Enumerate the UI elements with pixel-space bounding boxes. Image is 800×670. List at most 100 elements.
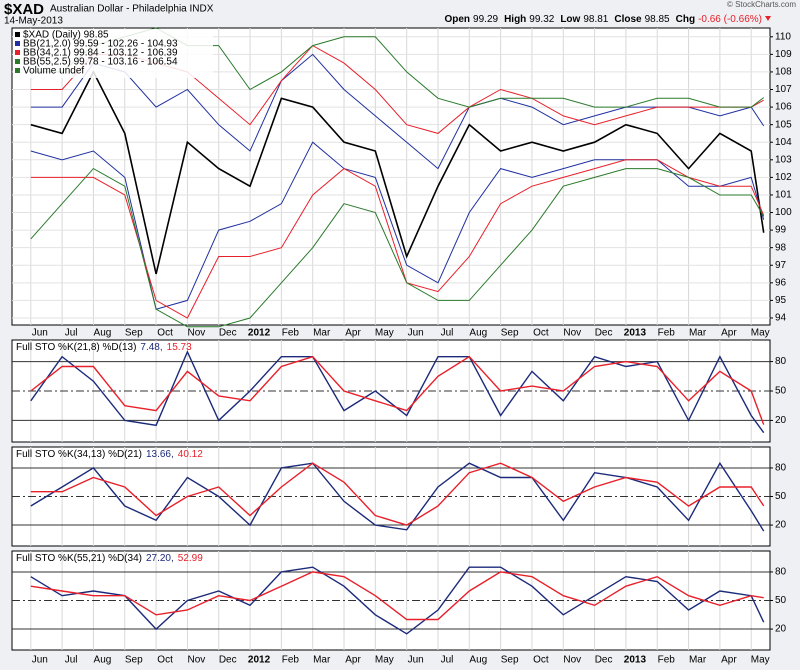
x-tick-label: Mar: [689, 328, 707, 339]
x-tick-label: Aug: [469, 328, 487, 339]
x-tick-label: Apr: [721, 655, 737, 666]
legend-label: BB(21,2.0) 99.59 - 102.26 - 104.93: [23, 39, 178, 50]
symbol: $XAD: [4, 1, 44, 18]
series-line: [30, 566, 765, 635]
quote-value: 98.81: [583, 14, 608, 25]
series-line: [30, 571, 764, 621]
x-tick-label: Jun: [408, 655, 424, 666]
y-tick-label: 96: [775, 277, 787, 288]
y-tick-label: 94: [775, 313, 787, 324]
y-tick-label: 105: [775, 119, 792, 130]
x-tick-label: May: [375, 655, 394, 666]
y-tick-label: 20: [775, 624, 787, 635]
x-tick-label: 2012: [248, 328, 271, 339]
x-tick-label: Jul: [65, 655, 78, 666]
x-tick-label: Oct: [533, 328, 549, 339]
readout: 7.48,: [140, 342, 162, 353]
x-tick-label: 2012: [248, 655, 271, 666]
x-tick-label: Feb: [658, 328, 676, 339]
quote-label: Open: [444, 14, 470, 25]
x-tick-label: Nov: [563, 328, 581, 339]
y-tick-label: 109: [775, 49, 792, 60]
legend-label: Volume undef: [23, 66, 84, 77]
readout: 15.73: [167, 342, 192, 353]
y-tick-label: 101: [775, 190, 792, 201]
y-tick-label: 20: [775, 520, 787, 531]
x-tick-label: Aug: [469, 655, 487, 666]
x-tick-label: Jun: [32, 328, 48, 339]
y-tick-label: 106: [775, 102, 792, 113]
x-tick-label: Feb: [658, 655, 676, 666]
legend-swatch: [15, 41, 20, 46]
x-tick-label: Jul: [441, 328, 454, 339]
y-tick-label: 50: [775, 491, 787, 502]
x-tick-label: Oct: [157, 328, 173, 339]
x-tick-label: May: [751, 328, 770, 339]
band-line: [30, 167, 765, 328]
y-tick-label: 100: [775, 207, 792, 218]
x-tick-label: Aug: [94, 655, 112, 666]
x-tick-label: Apr: [721, 328, 737, 339]
quote-label: High: [504, 14, 526, 25]
legend-swatch: [15, 59, 20, 64]
readout: 40.12: [178, 449, 203, 460]
credit: © StockCharts.com: [727, 0, 796, 9]
legend-label: BB(34,2.1) 99.84 - 103.12 - 106.39: [23, 48, 178, 59]
instrument-name: Australian Dollar - Philadelphia INDX: [50, 4, 214, 15]
y-tick-label: 99: [775, 225, 787, 236]
x-tick-label: Mar: [313, 655, 331, 666]
x-tick-label: Feb: [282, 328, 300, 339]
y-tick-label: 104: [775, 137, 792, 148]
y-tick-label: 95: [775, 295, 787, 306]
x-tick-label: Jul: [65, 328, 78, 339]
x-tick-label: Nov: [563, 655, 581, 666]
x-tick-label: Sep: [125, 655, 143, 666]
series-line: [30, 462, 765, 526]
x-tick-label: Sep: [501, 655, 519, 666]
panel-title-text: Full STO %K(55,21) %D(34): [16, 553, 142, 564]
x-tick-label: Jul: [441, 655, 454, 666]
x-tick-label: Nov: [188, 328, 206, 339]
x-tick-label: Mar: [689, 655, 707, 666]
x-tick-label: May: [751, 655, 770, 666]
y-tick-label: 80: [775, 356, 787, 367]
quote-value: 99.29: [473, 14, 498, 25]
legend-box: [13, 29, 213, 78]
x-tick-label: Jun: [408, 328, 424, 339]
x-tick-label: Feb: [282, 655, 300, 666]
y-tick-label: 80: [775, 567, 787, 578]
x-tick-label: May: [375, 328, 394, 339]
panel-title: Full STO %K(55,21) %D(34) 27.20, 52.99: [16, 553, 203, 564]
y-tick-label: 102: [775, 172, 792, 183]
x-tick-label: 2013: [624, 655, 647, 666]
x-tick-label: Nov: [188, 655, 206, 666]
quote-label: Low: [560, 14, 580, 25]
readout: 27.20,: [146, 553, 174, 564]
y-tick-label: 98: [775, 242, 787, 253]
x-tick-label: Apr: [345, 655, 361, 666]
y-tick-label: 103: [775, 154, 792, 165]
legend-swatch: [15, 68, 20, 73]
x-tick-label: Dec: [595, 655, 613, 666]
y-tick-label: 20: [775, 415, 787, 426]
readout: 13.66,: [146, 449, 174, 460]
series-line: [30, 355, 765, 425]
y-tick-label: 50: [775, 386, 787, 397]
quote-value: 98.85: [645, 14, 670, 25]
x-tick-label: Jun: [32, 655, 48, 666]
x-tick-label: Sep: [125, 328, 143, 339]
legend-swatch: [15, 32, 20, 37]
quote-value: 99.32: [529, 14, 554, 25]
quote-label: Chg: [676, 14, 695, 25]
quote: Open 99.29 High 99.32 Low 98.81 Close 98.85 Chg -…: [444, 14, 762, 25]
series-line: [30, 70, 765, 275]
y-tick-label: 80: [775, 463, 787, 474]
x-tick-label: Sep: [501, 328, 519, 339]
band-line: [30, 27, 765, 108]
legend-swatch: [15, 50, 20, 55]
y-tick-label: 110: [775, 31, 791, 42]
panel-title-text: Full STO %K(21,8) %D(13): [16, 342, 136, 353]
x-tick-label: Apr: [345, 328, 361, 339]
y-tick-label: 108: [775, 67, 792, 78]
